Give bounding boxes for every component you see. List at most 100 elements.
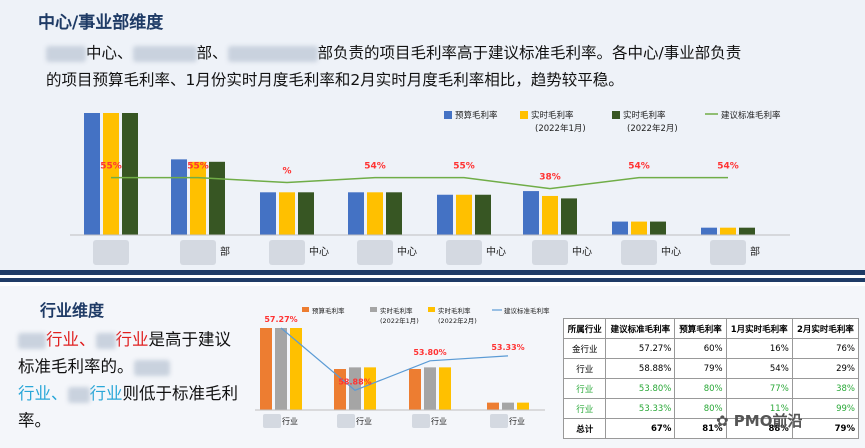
- redacted-label: [710, 240, 746, 265]
- x-tick-label: 部: [750, 245, 760, 258]
- bar: [439, 367, 451, 410]
- table-cell: 54%: [725, 358, 793, 379]
- bar: [650, 221, 666, 235]
- legend-swatch: [302, 307, 309, 312]
- redacted-label: [621, 240, 657, 265]
- table-header-row: 所属行业 建议标准毛利率 预算毛利率 1月实时毛利率 2月实时毛利率: [562, 318, 860, 339]
- bar: [298, 192, 314, 235]
- table-cell: 67%: [605, 418, 676, 439]
- redacted-block: [227, 45, 318, 62]
- divider-band: [0, 270, 865, 275]
- redacted-label: [446, 240, 482, 265]
- data-label: 55%: [100, 162, 122, 172]
- redacted-label: [337, 414, 355, 428]
- data-label: 53.33%: [491, 343, 524, 352]
- intro-part: 是高于建议标准毛利率的。: [18, 330, 231, 376]
- watermark: ✿ PMO前沿: [716, 410, 802, 431]
- table-cell: 行业: [562, 358, 607, 379]
- redacted-block: [132, 45, 197, 62]
- industry-margin-chart: 行业 行业 行业 行业 57.27% 58.88% 53.80% 53.33% 预算毛利率 实时毛…: [255, 306, 550, 428]
- industry-name-red: 行业、: [46, 330, 96, 349]
- x-tick-label: 行业: [431, 416, 447, 426]
- bar: [275, 328, 287, 410]
- intro-part: 部、: [196, 44, 228, 62]
- bar: [561, 198, 577, 235]
- bar: [612, 221, 628, 235]
- legend-swatch: [428, 307, 435, 312]
- legend-label: 建议标准毛利率: [504, 306, 550, 315]
- table-total-row: 总计 67% 81% 88% 79%: [562, 418, 860, 439]
- bar: [349, 367, 361, 410]
- bar: [367, 192, 383, 235]
- series-line: [111, 176, 728, 190]
- industry-name-blue: 行业: [89, 384, 123, 403]
- x-tick-label: 中心: [572, 245, 592, 258]
- bar: [542, 195, 558, 235]
- bar: [103, 113, 119, 235]
- redacted-label: [263, 414, 281, 428]
- bar: [409, 369, 421, 410]
- x-tick-label: 行业: [282, 416, 298, 426]
- bar: [209, 161, 225, 235]
- table-cell: 行业: [562, 398, 607, 419]
- table-row: 行业 58.88% 79% 54% 29%: [562, 358, 860, 379]
- x-tick-label: 中心: [309, 245, 329, 258]
- table-cell: 58.88%: [605, 358, 676, 379]
- redacted-block: [95, 332, 116, 349]
- legend-label: 实时毛利率: [531, 110, 574, 121]
- redacted-label: [412, 414, 430, 428]
- table-header: 建议标准毛利率: [605, 318, 676, 339]
- table-header: 1月实时毛利率: [725, 318, 793, 339]
- bar: [739, 227, 755, 235]
- table-cell: 16%: [725, 338, 793, 359]
- redacted-label: [357, 240, 393, 265]
- data-label: 55%: [453, 162, 475, 172]
- table-header: 预算毛利率: [674, 318, 727, 339]
- data-label: 54%: [364, 162, 386, 172]
- bar: [631, 221, 647, 235]
- table-cell: 80%: [674, 378, 727, 399]
- intro-part: 中心、: [86, 44, 133, 62]
- table-row: 行业 53.80% 80% 77% 38%: [562, 378, 860, 399]
- intro-part: 的项目预算毛利率、1月份实时月度毛利率和2月实时月度毛利率相比，趋势较平稳。: [46, 71, 624, 89]
- legend-swatch: [370, 307, 377, 312]
- section-title-center: 中心/事业部维度: [38, 13, 164, 33]
- table-header: 2月实时毛利率: [791, 318, 860, 339]
- legend-label: 实时毛利率: [623, 110, 666, 121]
- table-cell: 57.27%: [605, 338, 676, 359]
- wechat-icon: ✿: [716, 412, 734, 430]
- legend-label: 预算毛利率: [312, 306, 345, 315]
- table-cell: 60%: [674, 338, 727, 359]
- bar: [517, 402, 529, 410]
- data-label: 54%: [628, 162, 650, 172]
- bar: [190, 161, 206, 235]
- data-label: %: [282, 167, 291, 177]
- legend-sublabel: (2022年1月): [380, 316, 419, 325]
- table-cell: 79%: [791, 418, 860, 439]
- bar: [502, 402, 514, 410]
- bar: [487, 402, 499, 410]
- table-cell: 88%: [725, 418, 793, 439]
- bar: [437, 194, 453, 235]
- bar: [475, 194, 491, 235]
- bar: [84, 113, 100, 235]
- legend-label: 预算毛利率: [455, 110, 498, 121]
- bar: [456, 194, 472, 235]
- redacted-block: [67, 386, 90, 403]
- redacted-label: [93, 240, 129, 265]
- bar: [701, 227, 717, 235]
- table-cell: 81%: [674, 418, 727, 439]
- redacted-block: [18, 332, 46, 349]
- legend-sublabel: (2022年1月): [535, 123, 586, 134]
- x-tick-label: 中心: [397, 245, 417, 258]
- table-cell: 总计: [562, 418, 607, 439]
- legend-sublabel: (2022年2月): [438, 316, 477, 325]
- table-cell: 77%: [725, 378, 793, 399]
- top-panel: [0, 0, 865, 270]
- watermark-text: PMO前沿: [733, 412, 803, 430]
- legend-label: 建议标准毛利率: [721, 110, 781, 121]
- bar: [348, 192, 364, 235]
- legend-sublabel: (2022年2月): [627, 123, 678, 134]
- bar: [290, 328, 302, 410]
- center-margin-chart: 部 中心 中心 中心 中心 中心 部 55% 55%% 54% 55% 38% 54% 54% 预算毛利率 实…: [70, 110, 790, 265]
